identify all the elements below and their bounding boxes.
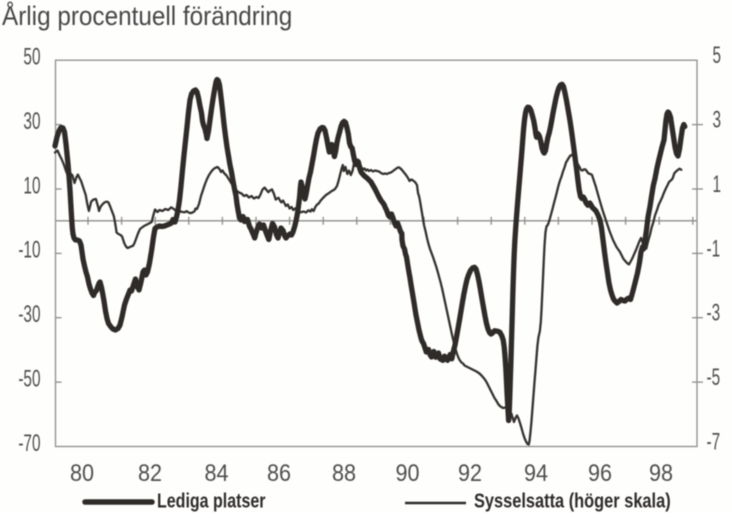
svg-text:82: 82 [138, 459, 162, 486]
svg-text:-70: -70 [18, 431, 40, 457]
svg-text:-5: -5 [707, 365, 721, 391]
svg-text:-30: -30 [18, 302, 40, 328]
svg-text:-10: -10 [18, 237, 40, 263]
svg-text:-7: -7 [707, 429, 721, 455]
svg-text:98: 98 [649, 459, 673, 486]
svg-text:90: 90 [395, 459, 419, 486]
svg-text:50: 50 [23, 44, 40, 70]
svg-text:Lediga platser: Lediga platser [157, 490, 265, 512]
svg-text:Sysselsatta (höger skala): Sysselsatta (höger skala) [474, 489, 671, 512]
svg-text:5: 5 [713, 43, 722, 69]
svg-text:-50: -50 [18, 366, 40, 392]
svg-text:-3: -3 [707, 300, 721, 326]
svg-text:92: 92 [458, 459, 482, 486]
svg-text:84: 84 [204, 459, 228, 486]
svg-text:94: 94 [524, 459, 548, 486]
svg-text:10: 10 [23, 173, 40, 199]
svg-text:96: 96 [588, 459, 612, 486]
svg-text:1: 1 [713, 172, 722, 198]
svg-text:80: 80 [70, 459, 94, 486]
svg-text:86: 86 [267, 459, 291, 486]
svg-text:3: 3 [713, 107, 722, 133]
svg-text:88: 88 [332, 459, 356, 486]
svg-text:30: 30 [23, 109, 40, 135]
svg-text:-1: -1 [707, 236, 721, 262]
svg-text:Årlig procentuell förändring: Årlig procentuell förändring [2, 0, 292, 31]
